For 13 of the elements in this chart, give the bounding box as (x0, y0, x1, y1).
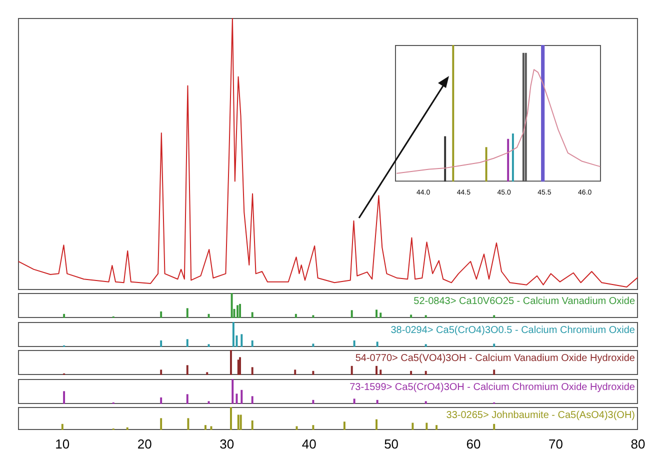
series-label: 33-0265> Johnbaumite - Ca5(AsO4)3(OH) (446, 410, 635, 421)
x-tick-label: 30 (220, 436, 234, 452)
series-label: 52-0843> Ca10V6O25 - Calcium Vanadium Oxide (414, 296, 636, 307)
x-tick-label: 20 (137, 436, 152, 452)
x-tick-label: 10 (55, 436, 70, 452)
x-tick-label: 40 (302, 436, 316, 452)
x-tick-label: 80 (630, 436, 646, 452)
series-label: 38-0294> Ca5(CrO4)3O0.5 - Calcium Chromium Oxide (390, 324, 636, 336)
x-tick-label: 70 (548, 436, 564, 452)
x-tick-label: 50 (384, 436, 399, 452)
series-label: 54-0770> Ca5(VO4)3OH - Calcium Vanadium Oxide Hydroxide (355, 352, 636, 364)
x-tick-label: 60 (466, 436, 481, 452)
series-label: 73-1599> Ca5(CrO4)3OH - Calcium Chromium Oxide Hydroxide (350, 381, 636, 392)
